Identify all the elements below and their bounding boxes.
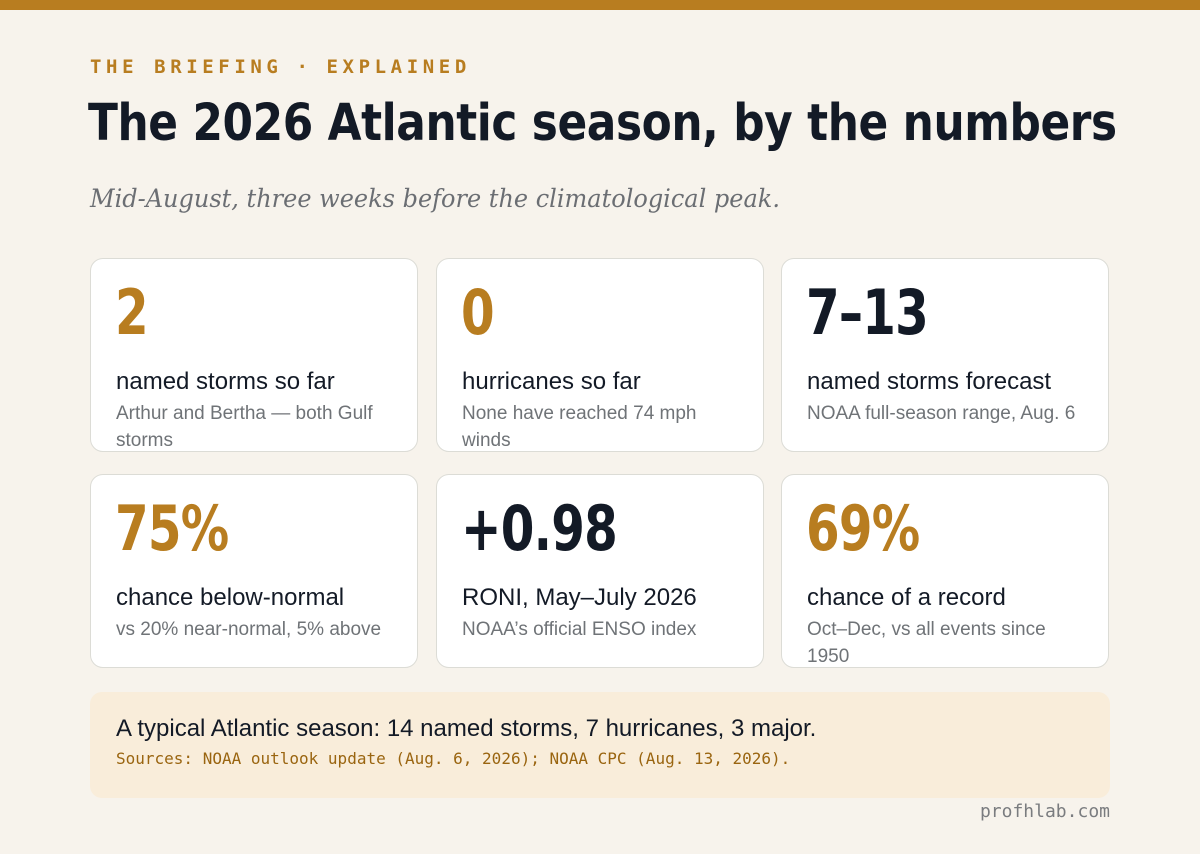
stat-value: 69% — [806, 492, 920, 565]
stat-note: Arthur and Bertha — both Gulf storms — [116, 403, 373, 451]
stat-label: chance of a record — [807, 584, 1006, 611]
stat-label: hurricanes so far — [462, 368, 641, 395]
stat-card-chance-of-record: 69% chance of a record Oct–Dec, vs all e… — [781, 474, 1109, 668]
page-title: The 2026 Atlantic season, by the numbers — [88, 94, 1117, 153]
stat-label: chance below-normal — [116, 584, 345, 611]
stat-value: 0 — [461, 276, 495, 349]
stat-note: NOAA full-season range, Aug. 6 — [807, 403, 1076, 424]
stat-card-hurricanes-so-far: 0 hurricanes so far None have reached 74… — [436, 258, 764, 452]
stat-note: Oct–Dec, vs all events since 1950 — [807, 619, 1046, 667]
stat-note: NOAA’s official ENSO index — [462, 619, 697, 640]
kicker-section: THE BRIEFING — [90, 56, 283, 78]
stat-value: 7–13 — [806, 276, 929, 349]
kicker-separator: · — [296, 56, 313, 78]
kicker-type: EXPLAINED — [326, 56, 471, 78]
stat-note: vs 20% near-normal, 5% above — [116, 619, 382, 640]
page-subtitle: Mid-August, three weeks before the clima… — [90, 184, 780, 213]
stat-value: 2 — [115, 276, 149, 349]
stat-card-roni-index: +0.98 RONI, May–July 2026 NOAA’s officia… — [436, 474, 764, 668]
typical-season-callout: A typical Atlantic season: 14 named stor… — [90, 692, 1110, 798]
stat-value: 75% — [115, 492, 229, 565]
stat-card-chance-below-normal: 75% chance below-normal vs 20% near-norm… — [90, 474, 418, 668]
stat-card-named-storms-so-far: 2 named storms so far Arthur and Bertha … — [90, 258, 418, 452]
site-credit: profhlab.com — [979, 801, 1110, 822]
callout-headline: A typical Atlantic season: 14 named stor… — [116, 715, 817, 742]
stat-value: +0.98 — [461, 492, 618, 565]
stat-card-named-storms-forecast: 7–13 named storms forecast NOAA full-sea… — [781, 258, 1109, 452]
kicker: THE BRIEFING · EXPLAINED — [90, 56, 471, 78]
stat-note: None have reached 74 mph winds — [462, 403, 697, 451]
stat-label: named storms forecast — [807, 368, 1052, 395]
callout-sources: Sources: NOAA outlook update (Aug. 6, 20… — [116, 749, 791, 768]
top-accent-bar — [0, 0, 1200, 10]
stat-label: named storms so far — [116, 368, 335, 395]
stat-label: RONI, May–July 2026 — [462, 584, 697, 611]
